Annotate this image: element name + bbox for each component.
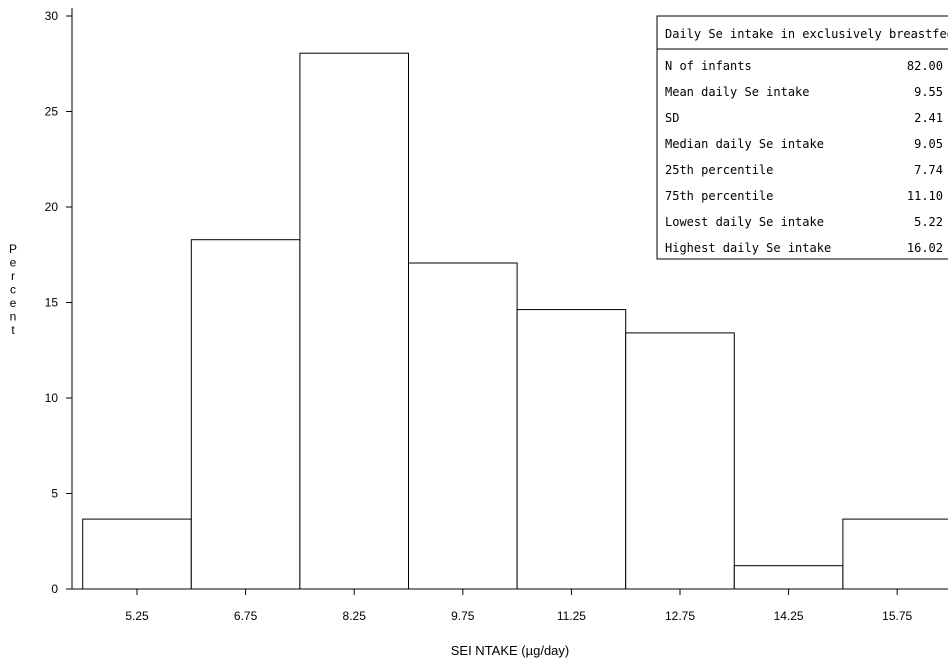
y-tick-label: 20 bbox=[45, 200, 59, 214]
stats-row-label: 25th percentile bbox=[665, 163, 773, 177]
x-tick-label: 8.25 bbox=[343, 609, 367, 623]
stats-row-value: 7.74 bbox=[914, 163, 943, 177]
stats-row-value: 16.02 bbox=[907, 241, 943, 255]
y-axis-title-letter: t bbox=[11, 323, 15, 337]
y-axis-title-letter: e bbox=[10, 256, 17, 270]
x-tick-label: 11.25 bbox=[557, 609, 586, 623]
stats-row-value: 82.00 bbox=[907, 59, 943, 73]
y-tick-label: 0 bbox=[51, 582, 58, 596]
x-tick-label: 9.75 bbox=[451, 609, 475, 623]
histogram-bar bbox=[82, 518, 192, 590]
y-axis-title-letter: P bbox=[9, 242, 17, 256]
stats-box-title: Daily Se intake in exclusively breastfed bbox=[665, 27, 948, 41]
histogram-bar bbox=[408, 262, 518, 590]
stats-row-value: 2.41 bbox=[914, 111, 943, 125]
x-tick-label: 6.75 bbox=[234, 609, 258, 623]
y-axis-title-letter: c bbox=[10, 283, 16, 297]
y-tick-label: 25 bbox=[45, 105, 59, 119]
x-axis-title: SEI NTAKE (µg/day) bbox=[451, 643, 570, 658]
stats-row-label: 75th percentile bbox=[665, 189, 773, 203]
y-axis-title-letter: r bbox=[11, 269, 15, 283]
bars-group bbox=[82, 52, 948, 590]
stats-box-frame bbox=[656, 15, 948, 260]
histogram-bar bbox=[733, 565, 844, 590]
x-tick-label: 12.75 bbox=[665, 609, 695, 623]
stats-row-value: 5.22 bbox=[914, 215, 943, 229]
stats-row-label: N of infants bbox=[665, 59, 752, 73]
stats-row-label: Median daily Se intake bbox=[665, 137, 824, 151]
histogram-bar bbox=[516, 309, 627, 590]
stats-row-label: SD bbox=[665, 111, 679, 125]
x-tick-label: 5.25 bbox=[125, 609, 149, 623]
y-tick-label: 5 bbox=[51, 487, 58, 501]
stats-box: Daily Se intake in exclusively breastfed… bbox=[656, 15, 948, 260]
stats-row-label: Mean daily Se intake bbox=[665, 85, 810, 99]
stats-row-value: 11.10 bbox=[907, 189, 943, 203]
axes-group: 0 5 10 15 20 25 30 5.25 6.75 8.25 9.75 11.25 12.75 14… bbox=[45, 8, 948, 623]
histogram-bar bbox=[625, 332, 735, 590]
x-tick-label: 15.75 bbox=[882, 609, 912, 623]
histogram-bar bbox=[190, 239, 301, 590]
stats-row-label: Lowest daily Se intake bbox=[665, 215, 824, 229]
y-axis-title-letter: n bbox=[10, 310, 17, 324]
y-tick-label: 30 bbox=[45, 9, 59, 23]
stats-row-value: 9.05 bbox=[914, 137, 943, 151]
y-tick-label: 15 bbox=[45, 296, 59, 310]
y-axis-title-letter: e bbox=[10, 296, 17, 310]
histogram-bar bbox=[299, 52, 409, 590]
y-tick-label: 10 bbox=[45, 391, 59, 405]
stats-row-label: Highest daily Se intake bbox=[665, 241, 831, 255]
stats-row-value: 9.55 bbox=[914, 85, 943, 99]
x-tick-label: 14.25 bbox=[774, 609, 804, 623]
histogram-bar bbox=[842, 518, 948, 590]
